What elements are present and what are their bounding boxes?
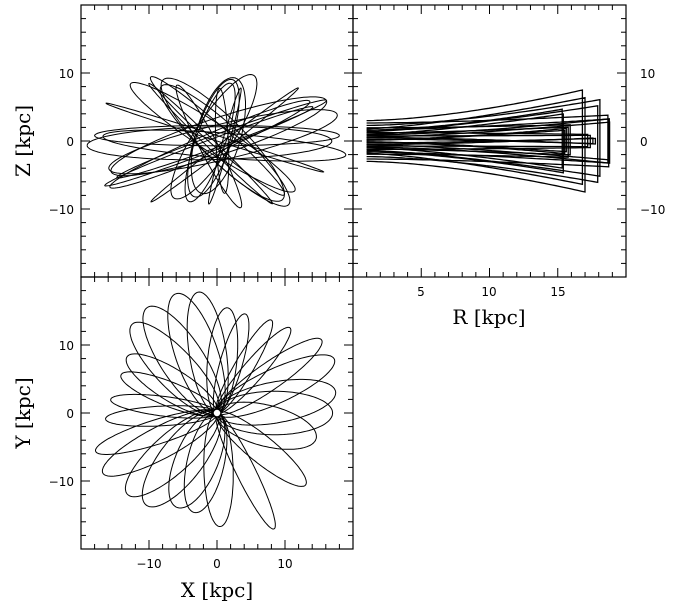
axis-label-x: X [kpc] (181, 578, 253, 602)
rz-orbit-curve (366, 89, 584, 186)
xz-orbit-loop (190, 77, 246, 195)
xy-center-dot (212, 408, 222, 418)
xy-orbit-loop (101, 409, 218, 477)
rz-orbit-curve (366, 131, 589, 148)
xz-orbit-loop (148, 82, 274, 205)
tick-label-xy-x-10: 10 (277, 557, 292, 571)
xy-orbit-loop (141, 410, 222, 508)
rz-orbit-curve (366, 114, 609, 164)
tick-label-rz-y-neg10: −10 (640, 203, 665, 217)
tick-label-rz-x-5: 5 (417, 285, 425, 299)
xz-orbit-loop (102, 129, 347, 162)
tick-label-xy-y-10: 10 (59, 339, 74, 353)
xz-orbit-loop (94, 124, 340, 147)
tick-label-rz-y-10: 10 (640, 67, 655, 81)
xz-orbit-loop (184, 82, 236, 203)
rz-orbit-curve (366, 118, 610, 161)
rz-orbit-curve (366, 137, 594, 146)
xz-orbit-loop (105, 102, 325, 173)
axis-label-z: Z [kpc] (11, 105, 35, 177)
xz-orbit-loop (109, 99, 311, 189)
xy-orbit-loop (216, 401, 317, 450)
rz-orbit-curve (366, 124, 571, 156)
axis-label-r: R [kpc] (452, 305, 525, 329)
tick-label-rz-y-0: 0 (640, 135, 648, 149)
rz-orbit-curve (366, 98, 601, 177)
tick-label-xy-x-0: 0 (213, 557, 221, 571)
rz-orbit-curve (366, 108, 563, 169)
xy-orbit-loop (129, 321, 220, 416)
xy-orbit-loop (125, 353, 219, 417)
tick-label-rz-x-15: 15 (550, 285, 565, 299)
xz-orbit-loop (110, 96, 328, 177)
xz-orbit-loop (208, 87, 242, 205)
xz-orbit-curves (86, 73, 347, 209)
tick-label-xy-x-neg10: −10 (136, 557, 161, 571)
tick-label-xz-y-neg10: −10 (49, 203, 74, 217)
xz-orbit-loop (149, 76, 285, 196)
xz-orbit-loop (150, 87, 299, 203)
tick-label-xz-y-10: 10 (59, 67, 74, 81)
axis-ticks (80, 4, 627, 549)
tick-label-rz-x-10: 10 (481, 285, 496, 299)
xz-orbit-loop (86, 126, 333, 161)
rz-orbit-curve (366, 136, 597, 145)
xy-orbit-loop (95, 409, 218, 455)
axis-label-y: Y [kpc] (11, 377, 35, 449)
xz-orbit-loop (175, 84, 243, 209)
tick-label-xy-y-0: 0 (66, 407, 74, 421)
xz-orbit-loop (160, 77, 285, 202)
xz-orbit-loop (170, 73, 258, 200)
tick-label-xy-y-neg10: −10 (49, 475, 74, 489)
xy-orbit-loop (168, 411, 226, 509)
xy-orbit-loop (142, 305, 222, 415)
tick-label-xz-y-0: 0 (66, 135, 74, 149)
rz-orbit-curves (366, 89, 611, 193)
